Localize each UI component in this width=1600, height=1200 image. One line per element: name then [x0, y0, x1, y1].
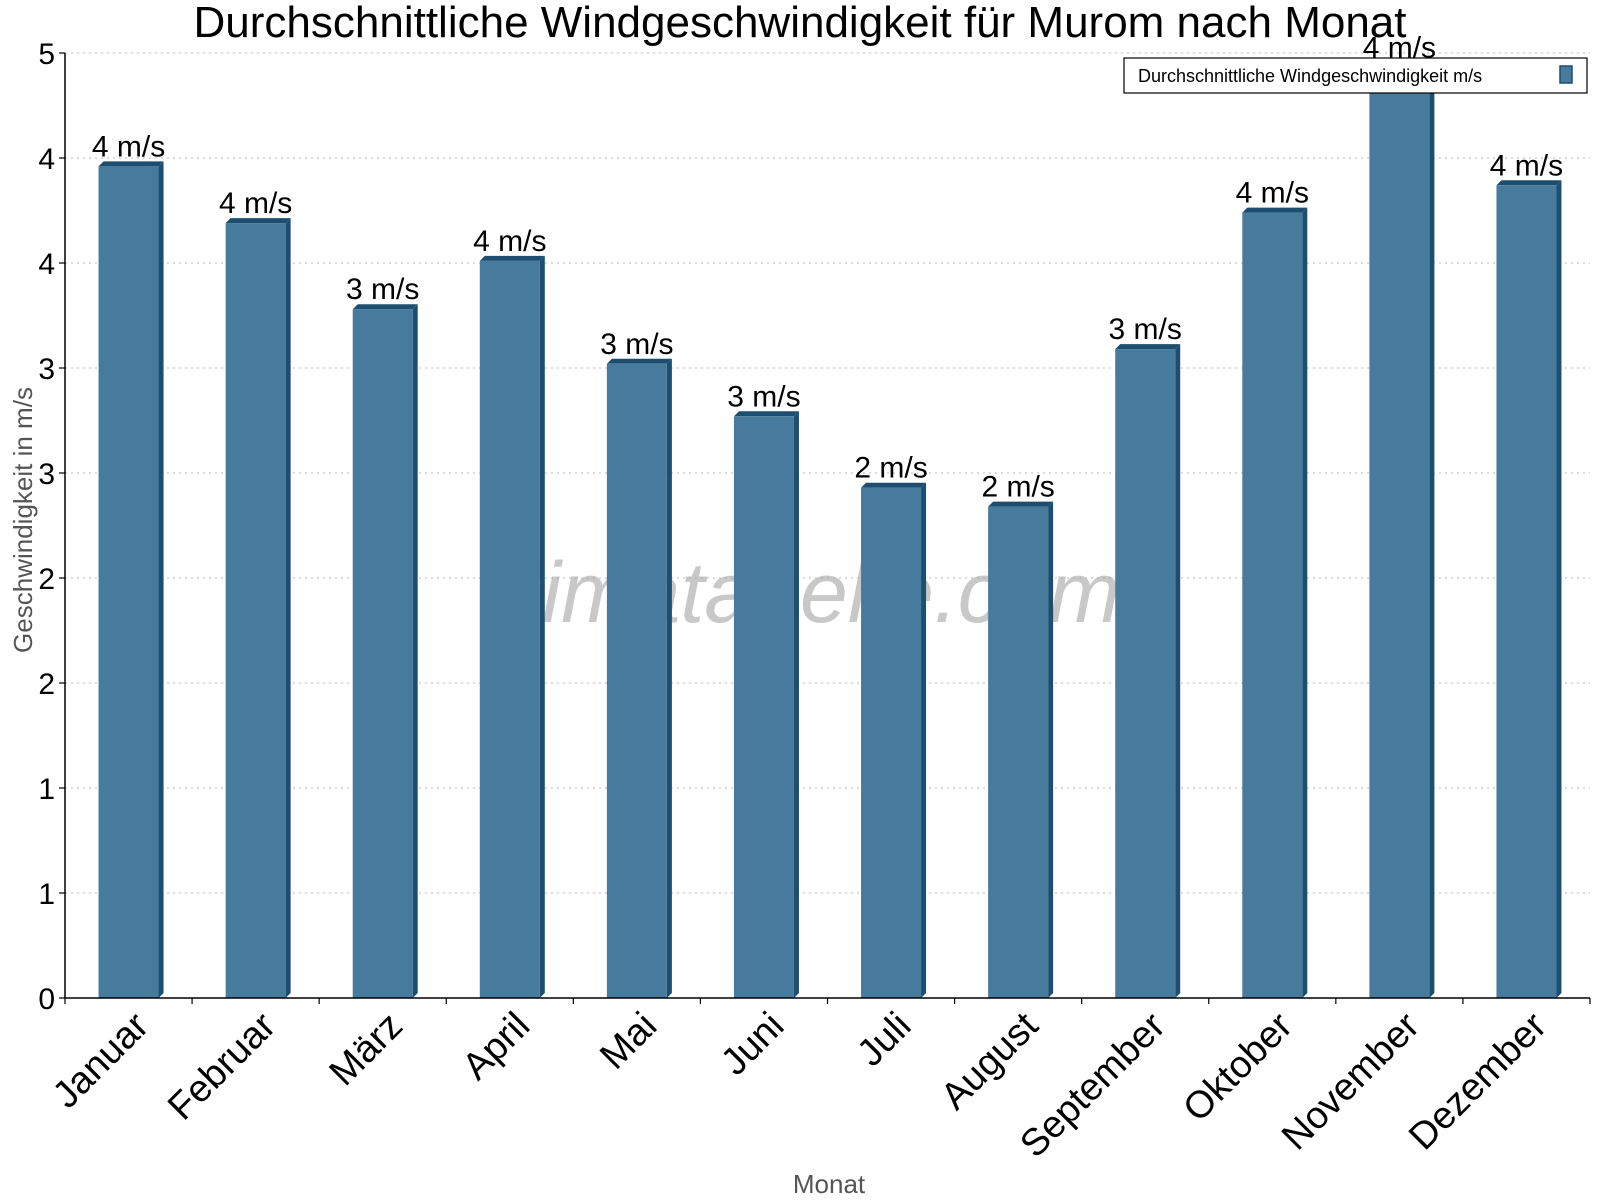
bar-top [606, 358, 672, 364]
bar-side [1048, 501, 1054, 998]
y-ticks: 0 1 1 2 2 3 3 4 4 5 [38, 38, 65, 1016]
bar [988, 506, 1049, 998]
bar-side [666, 358, 672, 998]
data-label: 3 m/s [346, 273, 419, 306]
data-label: 4 m/s [92, 130, 165, 163]
bar-top [733, 411, 799, 417]
x-axis-label: Monat [793, 1169, 866, 1199]
bar [1496, 185, 1557, 999]
legend-box [1123, 57, 1588, 94]
bar [861, 487, 922, 998]
data-label: 4 m/s [1490, 149, 1563, 182]
chart-title: Durchschnittliche Windgeschwindigkeit fü… [194, 0, 1407, 47]
legend-label: Durchschnittliche Windgeschwindigkeit m/… [1138, 66, 1482, 86]
bar-top [988, 501, 1054, 507]
x-tick-label: Juni [713, 1005, 792, 1084]
grid [65, 52, 1590, 894]
bar [1115, 349, 1176, 999]
bar [98, 166, 159, 998]
data-label: 3 m/s [600, 328, 673, 361]
data-label: 4 m/s [219, 187, 292, 220]
legend: Durchschnittliche Windgeschwindigkeit m/… [1123, 57, 1588, 94]
bar-side [412, 304, 418, 998]
x-tick-label: Januar [45, 1004, 157, 1116]
y-tick-label: 1 [38, 773, 55, 806]
x-tick-label: Oktober [1175, 1004, 1301, 1130]
data-label: 4 m/s [1236, 177, 1309, 210]
bar-side [921, 482, 927, 998]
y-tick-label: 3 [38, 458, 55, 491]
y-tick-label: 1 [38, 878, 55, 911]
x-tick-label: Juli [849, 1005, 919, 1075]
bar-top [1242, 207, 1308, 213]
bar [733, 416, 794, 998]
bar-top [1115, 344, 1181, 350]
bar-top [352, 304, 418, 310]
bar-side [1429, 62, 1435, 998]
bar-side [158, 161, 164, 998]
data-label: 3 m/s [727, 380, 800, 413]
bar-top [225, 218, 291, 224]
x-tick-label: Dezember [1401, 1004, 1555, 1158]
y-tick-label: 3 [38, 353, 55, 386]
data-label: 2 m/s [854, 452, 927, 485]
bar [352, 309, 413, 998]
y-tick-label: 5 [38, 38, 55, 71]
bar-side [1175, 344, 1181, 999]
bar-top [1496, 180, 1562, 186]
data-label: 3 m/s [1109, 313, 1182, 346]
data-label: 4 m/s [473, 225, 546, 258]
bar-top [861, 482, 927, 488]
data-labels: 4 m/s 4 m/s 3 m/s 4 m/s 3 m/s 3 m/s 2 m/s 2 m/s… [92, 32, 1563, 504]
bar [606, 363, 667, 998]
x-tick-label: Mai [592, 1005, 665, 1078]
bar [1369, 67, 1430, 998]
y-tick-label: 4 [38, 143, 55, 176]
y-tick-label: 2 [38, 563, 55, 596]
x-tick-label: März [322, 1005, 411, 1094]
bar-side [539, 255, 545, 998]
bar-top [98, 161, 164, 167]
x-ticks: Januar Februar März April Mai Juni Juli AugustS… [45, 998, 1591, 1166]
y-tick-label: 0 [38, 983, 55, 1016]
legend-swatch [1559, 65, 1573, 84]
bar-side [793, 411, 799, 998]
x-tick-label: April [455, 1005, 538, 1088]
bar-top [479, 255, 545, 261]
bar-side [1556, 180, 1562, 999]
x-tick-label: November [1274, 1004, 1428, 1158]
y-axis-label: Geschwindigkeit in m/s [8, 387, 38, 653]
bar [225, 223, 286, 999]
bar-side [1302, 207, 1308, 999]
x-tick-label: August [933, 1004, 1047, 1118]
x-tick-label: Februar [160, 1004, 284, 1128]
y-tick-label: 2 [38, 668, 55, 701]
bar [479, 260, 540, 998]
y-tick-label: 4 [38, 248, 55, 281]
bar-side [285, 218, 291, 999]
axes [64, 53, 1590, 999]
bars [98, 62, 1562, 999]
bar [1242, 212, 1303, 999]
data-label: 2 m/s [981, 471, 1054, 504]
